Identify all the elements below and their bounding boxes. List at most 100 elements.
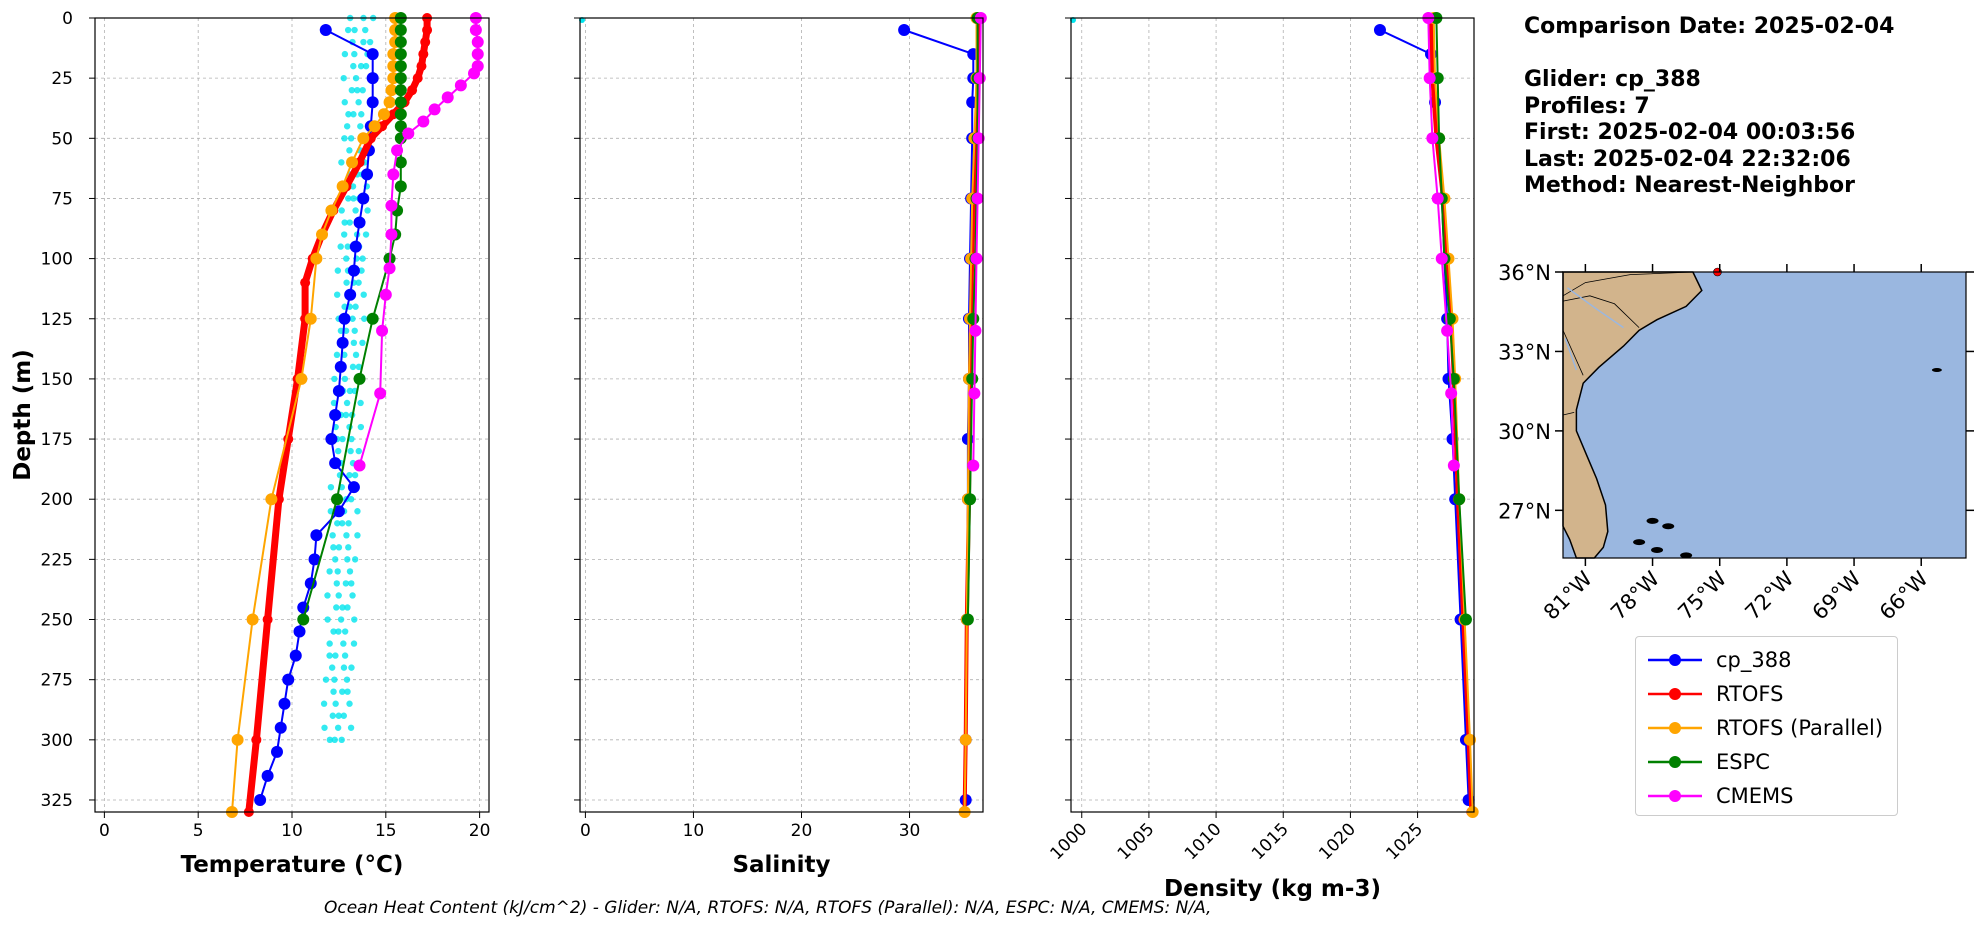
river	[1567, 287, 1624, 329]
glider-cast-point	[345, 195, 352, 202]
x-tick-label: 1015	[1248, 819, 1293, 864]
data-point	[366, 96, 379, 109]
data-point	[289, 649, 302, 662]
data-point	[262, 614, 273, 625]
glider-cast-point	[360, 291, 367, 298]
glider-cast-point	[334, 568, 341, 575]
data-point	[441, 91, 454, 104]
data-point	[349, 240, 362, 253]
data-point	[967, 459, 980, 472]
data-point	[316, 228, 329, 241]
data-point	[973, 72, 986, 85]
x-axis-label: Density (kg m-3)	[1164, 876, 1381, 902]
x-tick-label: 1000	[1047, 819, 1092, 864]
axes-frame	[1070, 17, 1475, 813]
data-point	[231, 733, 244, 746]
data-point	[319, 24, 332, 37]
lat-tick-label: 36°N	[1498, 261, 1551, 285]
glider-cast-point	[348, 86, 356, 94]
last-profile-time: Last: 2025-02-04 22:32:06	[1524, 146, 1851, 172]
data-point	[304, 312, 317, 325]
glider-cast-point	[343, 123, 351, 130]
data-point	[282, 673, 295, 686]
glider-cast-point	[361, 315, 368, 322]
glider-cast-point	[341, 50, 349, 58]
glider-cast-point	[340, 74, 347, 82]
legend-swatch	[1648, 790, 1702, 802]
glider-cast-point	[347, 447, 354, 455]
x-tick-label: 1020	[1315, 819, 1360, 864]
glider-cast-point	[329, 532, 336, 539]
y-axis-label: Depth (m)	[10, 349, 36, 481]
data-point	[308, 553, 321, 566]
series-cmems	[353, 12, 484, 472]
glider-cast-point	[338, 159, 345, 166]
glider-cast-point	[349, 592, 356, 599]
data-point	[964, 493, 977, 506]
data-point	[417, 115, 430, 128]
glider-cast-point	[354, 532, 361, 539]
state-border	[1562, 271, 1693, 297]
glider-cast-point	[335, 544, 343, 551]
glider-cast-point	[349, 363, 357, 371]
lon-tick-label: 72°W	[1740, 566, 1798, 624]
data-point	[385, 84, 398, 97]
data-point	[1453, 493, 1466, 506]
glider-cast-point	[342, 580, 350, 587]
data-point	[338, 312, 351, 325]
glider-cast-point	[334, 520, 341, 527]
series-cmems	[967, 12, 987, 472]
data-point	[966, 372, 979, 385]
data-point	[270, 745, 283, 758]
legend-item-rtofs-parallel: RTOFS (Parallel)	[1646, 713, 1883, 743]
data-point	[336, 180, 349, 193]
data-point	[329, 457, 342, 470]
glider-cast-point	[341, 375, 349, 383]
glider-cast-point	[345, 544, 352, 551]
glider-cast-point	[345, 111, 352, 118]
data-point	[972, 132, 985, 145]
data-point	[347, 481, 360, 494]
data-point	[394, 180, 407, 193]
data-point	[383, 262, 396, 275]
x-tick-label: 0	[99, 821, 110, 841]
glider-cast-point	[343, 532, 350, 539]
profile-panel-1: 0 5 10 15 2002550751001251501752002252502753…	[10, 9, 490, 878]
glider-cast-point	[341, 628, 349, 635]
glider-cast-point	[340, 640, 347, 647]
y-tick-label: 125	[41, 310, 73, 330]
data-point	[353, 216, 366, 229]
glider-cast-point	[348, 664, 355, 671]
glider-cast-point	[358, 111, 365, 118]
data-point	[394, 108, 407, 121]
glider-cast-point	[335, 447, 342, 455]
glider-cast-point	[351, 50, 358, 58]
x-tick-label: 10	[281, 821, 303, 841]
state-border	[1562, 295, 1640, 328]
lon-tick-label: 66°W	[1875, 566, 1933, 624]
data-point	[295, 372, 308, 385]
data-point	[394, 72, 407, 85]
glider-cast-point	[347, 724, 355, 731]
data-point	[377, 108, 390, 121]
y-tick-label: 325	[41, 791, 73, 811]
data-point	[344, 288, 357, 301]
glider-cast-point	[350, 111, 357, 118]
glider-cast-point	[326, 568, 333, 575]
glider-cast-point	[331, 375, 338, 383]
data-point	[357, 132, 370, 145]
data-point	[394, 120, 407, 133]
legend-swatch	[1648, 688, 1702, 700]
data-point	[379, 288, 392, 301]
glider-cast-point	[340, 712, 348, 719]
lat-tick-label: 27°N	[1498, 499, 1551, 523]
y-tick-label: 200	[41, 490, 73, 510]
glider-cast-point	[348, 580, 355, 587]
glider-cast-point	[333, 580, 340, 587]
x-tick-label: 20	[469, 821, 491, 841]
data-point	[467, 67, 480, 80]
glider-cast-point	[333, 604, 340, 611]
data-point	[428, 103, 441, 116]
glider-cast-point	[330, 399, 338, 407]
series-line	[231, 18, 397, 813]
